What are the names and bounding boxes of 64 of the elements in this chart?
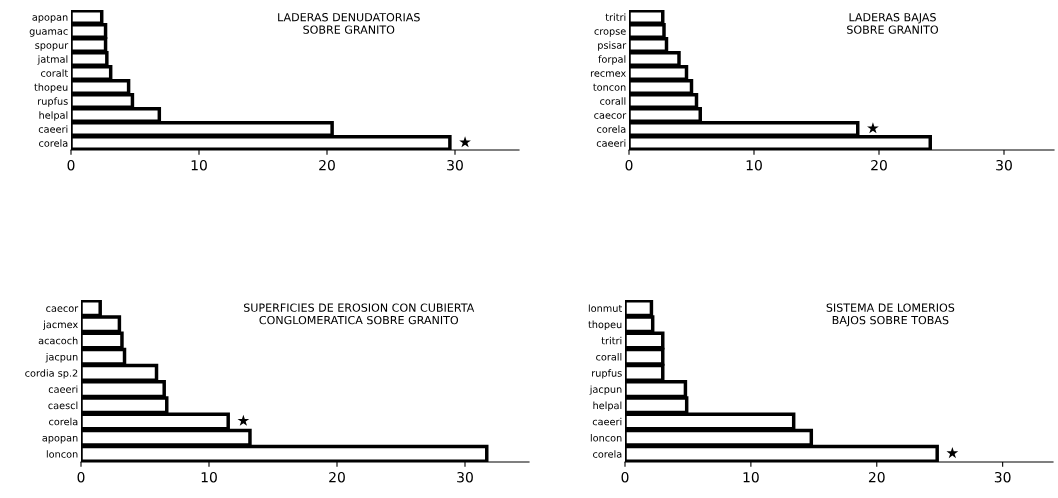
y-tick-label: jacpun (45, 353, 78, 363)
y-tick-label: toncon (593, 83, 626, 91)
y-tick-label: corall (600, 97, 626, 105)
y-tick-label: forpal (598, 55, 626, 65)
y-tick-label: tritri (601, 336, 622, 345)
y-tick-label: jacmex (43, 320, 78, 331)
y-tick-label: corela (49, 417, 78, 426)
y-tick-label: coralt (41, 69, 68, 77)
y-tick-label: psisar (598, 41, 627, 51)
x-tick-label: 30 (447, 159, 463, 171)
x-tick-label: 10 (743, 471, 759, 483)
y-tick-label: apopan (32, 15, 68, 23)
x-tick-label: 0 (67, 159, 75, 171)
y-tick-label: corela (39, 139, 68, 147)
x-tick-label: 20 (868, 471, 885, 483)
y-tick-label: rupfus (38, 97, 68, 107)
y-tick-label: apopan (42, 435, 78, 444)
text: SUPERFICIES DE EROSION CON CUBIERTA CONGLOMERATICA SOBRE GRANITO (243, 303, 475, 325)
text: LADERAS DENUDATORIAS SOBRE GRANITO (278, 13, 420, 34)
y-tick-label: corela (597, 125, 626, 133)
y-tick-label: thopeu (34, 83, 68, 93)
y-tick-label: caescl (48, 401, 78, 410)
y-tick-label: thopeu (588, 320, 622, 331)
x-tick-label: 20 (871, 159, 887, 171)
x-tick-label: 20 (329, 471, 345, 483)
x-tick-label: 0 (77, 471, 85, 483)
text: LADERAS BAJAS SOBRE GRANITO (847, 13, 939, 34)
y-tick-label: loncon (46, 450, 78, 458)
x-tick-label: 10 (746, 159, 762, 171)
y-tick-label: caeeri (38, 125, 68, 133)
y-tick-label: corela (593, 450, 622, 458)
x-tick-label: 30 (457, 471, 473, 483)
y-tick-label: cropse (594, 29, 626, 37)
y-tick-label: recmex (590, 71, 626, 77)
y-tick-label: corall (596, 353, 622, 361)
x-tick-label: 10 (191, 159, 207, 171)
annotation: ★ (237, 414, 250, 426)
x-tick-label: 30 (996, 159, 1012, 171)
y-tick-label: loncon (590, 434, 622, 442)
y-tick-label: rupfus (592, 369, 622, 379)
annotation: ★ (459, 136, 471, 148)
y-tick-label: caecor (46, 306, 79, 312)
x-tick-label: 0 (625, 159, 633, 171)
y-tick-label: caeeri (48, 385, 78, 393)
y-tick-label: cordia sp.2 (25, 369, 78, 379)
x-tick-label: 20 (319, 159, 335, 171)
y-tick-label: jacpun (589, 385, 622, 395)
text: SISTEMA DE LOMERIOS BAJOS SOBRE TOBAS (826, 303, 955, 327)
y-tick-label: caeeri (596, 139, 626, 147)
y-tick-label: acacoch (38, 336, 78, 345)
y-tick-label: caecor (594, 113, 627, 119)
y-tick-label: jatmal (37, 55, 68, 65)
x-tick-label: 30 (994, 471, 1011, 483)
y-tick-label: spopur (35, 43, 69, 51)
y-tick-label: helpal (39, 111, 68, 121)
x-tick-label: 0 (621, 471, 629, 483)
annotation: ★ (946, 447, 959, 459)
y-tick-label: tritri (605, 13, 626, 21)
y-tick-label: lonmut (588, 304, 622, 312)
y-tick-label: guamac (29, 29, 68, 37)
annotation: ★ (867, 122, 879, 134)
x-tick-label: 10 (201, 471, 217, 483)
y-tick-label: helpal (593, 401, 622, 412)
y-tick-label: caeeri (592, 417, 622, 426)
